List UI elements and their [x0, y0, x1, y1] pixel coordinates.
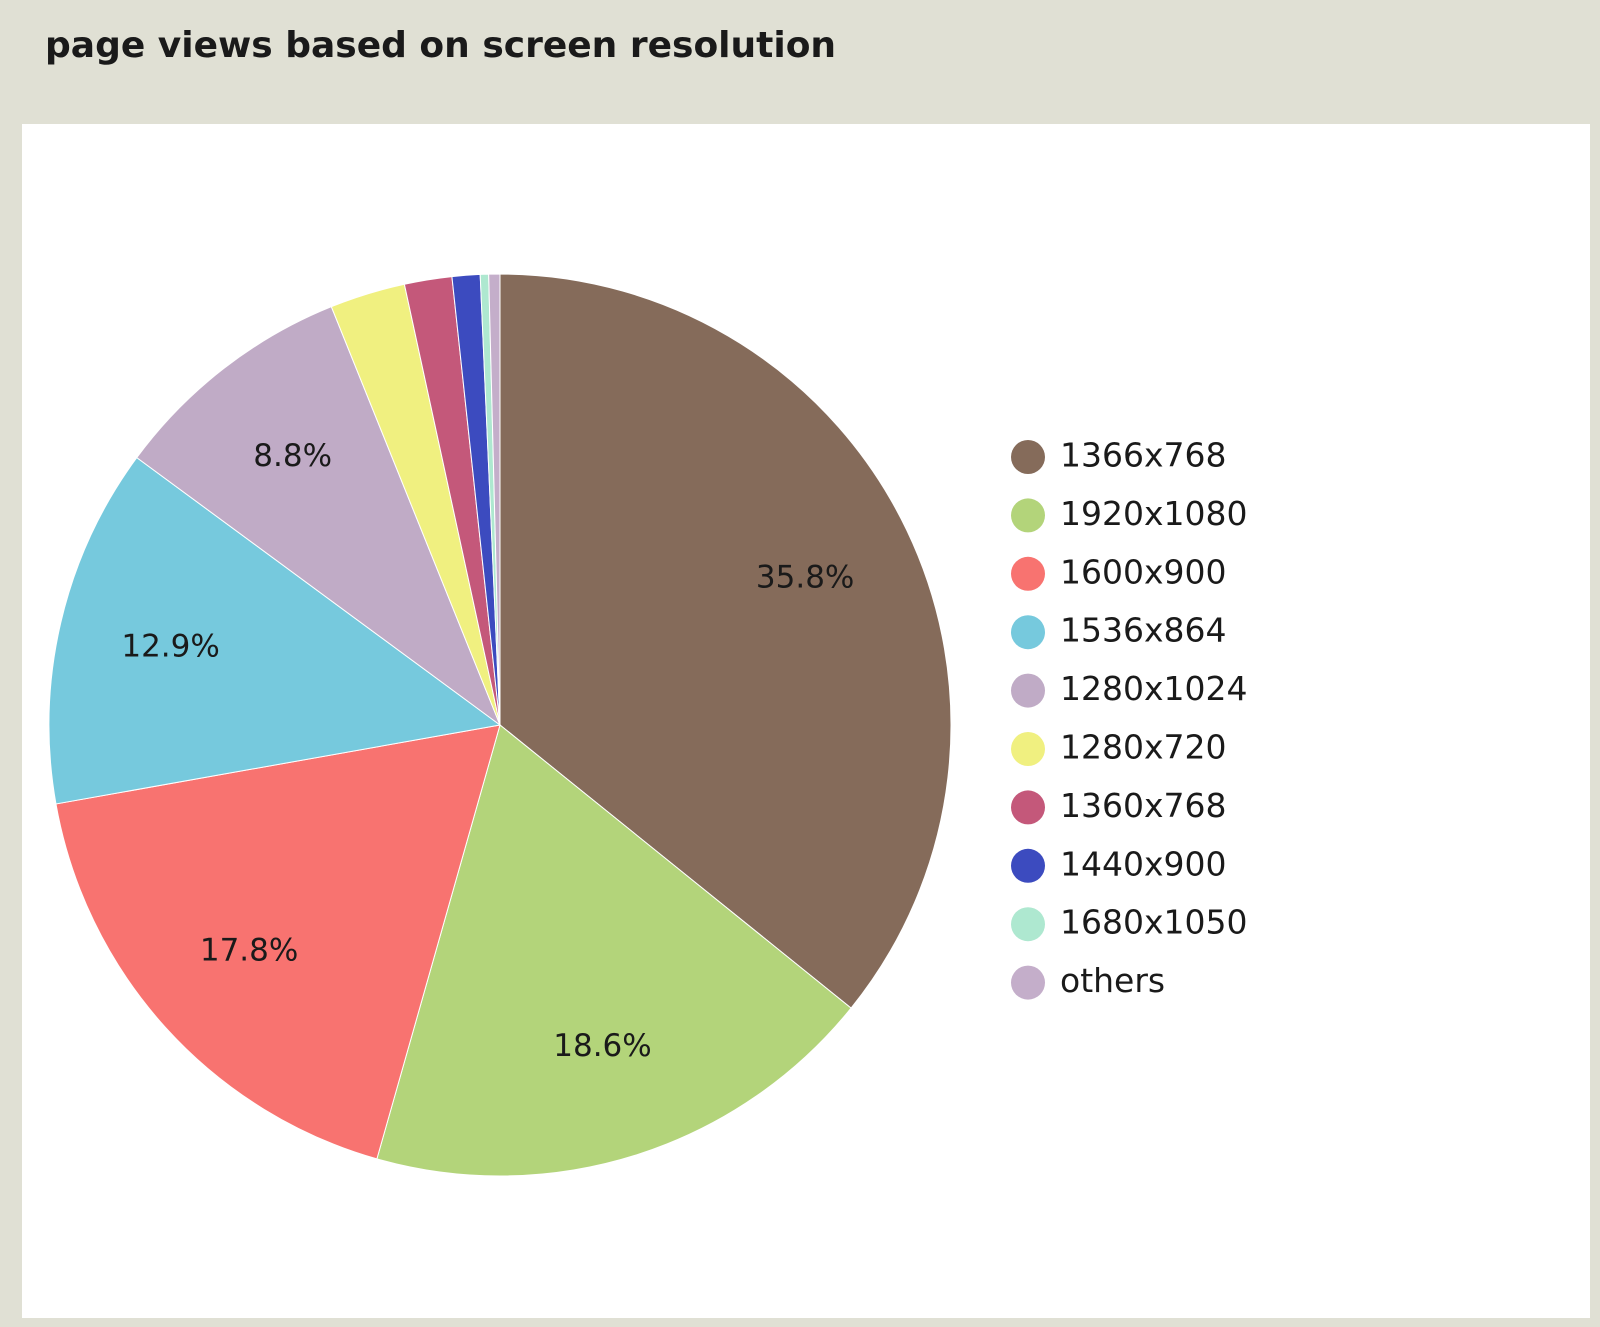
pie-slice	[136, 306, 502, 727]
legend-label: 1600x900	[1060, 552, 1227, 591]
data-label: 12.9%	[121, 629, 219, 665]
data-label: 8.8%	[253, 438, 332, 474]
legend-swatch	[1011, 440, 1045, 474]
pie-slice	[376, 724, 852, 1177]
legend-label: 1680x1050	[1060, 903, 1248, 942]
legend-swatch	[1011, 907, 1045, 942]
legend-swatch	[1011, 498, 1045, 533]
pie-slice	[48, 456, 502, 805]
legend-label: 1920x1080	[1060, 494, 1248, 533]
legend-label: 1536x864	[1060, 611, 1227, 650]
legend-swatch	[1011, 790, 1045, 825]
pie-slice	[488, 273, 501, 726]
legend-swatch	[1011, 732, 1045, 766]
legend-label: 1280x1024	[1060, 669, 1248, 708]
data-label: 35.8%	[756, 560, 854, 596]
chart-title: page views based on screen resolution	[45, 25, 836, 66]
legend-swatch	[1011, 965, 1045, 1000]
legend-label: 1360x768	[1060, 786, 1227, 825]
legend-swatch	[1011, 848, 1045, 883]
pie-slice	[499, 273, 952, 1009]
data-label: 17.8%	[200, 932, 298, 968]
data-label: 18.6%	[553, 1028, 651, 1064]
legend-label: 1440x900	[1060, 844, 1227, 883]
legend-label: 1280x720	[1060, 728, 1227, 767]
legend-swatch	[1011, 673, 1045, 708]
legend-swatch	[1011, 556, 1045, 591]
legend-swatch	[1011, 615, 1045, 650]
pie-slice	[55, 724, 501, 1160]
legend-label: others	[1060, 961, 1165, 1000]
legend-label: 1366x768	[1060, 436, 1227, 475]
